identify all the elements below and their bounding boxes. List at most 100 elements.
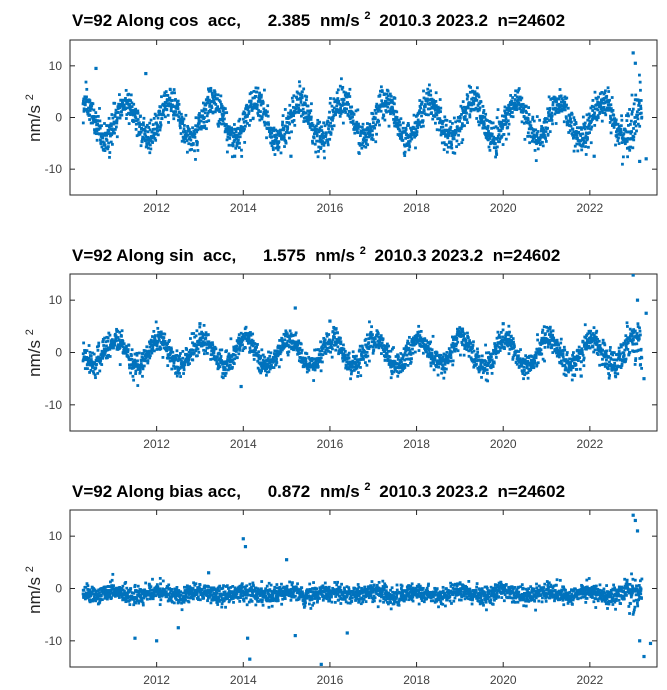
data-point xyxy=(205,120,209,123)
data-point xyxy=(191,341,194,345)
data-point xyxy=(232,362,236,366)
data-point xyxy=(237,146,241,150)
data-point xyxy=(465,106,468,109)
data-point xyxy=(349,362,353,366)
data-point xyxy=(359,134,362,138)
data-point xyxy=(107,125,111,129)
data-point xyxy=(357,363,361,367)
data-point xyxy=(451,130,455,133)
data-point xyxy=(503,342,507,345)
data-point xyxy=(427,91,431,94)
data-point xyxy=(634,124,638,128)
data-point xyxy=(150,351,154,355)
data-point xyxy=(342,347,346,351)
data-point xyxy=(213,90,217,94)
data-point xyxy=(91,364,95,368)
data-point xyxy=(448,352,452,355)
data-point xyxy=(206,351,209,355)
data-point xyxy=(392,364,396,367)
data-point xyxy=(88,118,91,121)
data-point xyxy=(445,128,449,132)
data-point xyxy=(434,353,438,357)
data-point xyxy=(571,133,575,137)
data-point xyxy=(325,334,329,338)
data-point xyxy=(384,103,388,107)
data-point xyxy=(554,122,558,125)
data-point xyxy=(114,111,118,115)
data-point xyxy=(559,109,562,113)
data-point xyxy=(356,131,360,135)
data-point xyxy=(289,334,293,338)
data-point xyxy=(325,138,329,142)
data-point xyxy=(316,122,320,125)
data-point xyxy=(373,116,377,120)
data-point xyxy=(339,112,343,115)
data-point xyxy=(451,335,454,339)
data-point xyxy=(194,124,198,128)
data-point xyxy=(486,364,490,367)
data-point xyxy=(120,110,123,114)
data-point xyxy=(187,357,191,360)
data-point xyxy=(140,140,144,144)
data-point xyxy=(573,118,577,122)
data-point xyxy=(430,106,434,110)
data-point xyxy=(365,333,369,337)
data-point xyxy=(210,104,213,108)
data-point xyxy=(399,370,403,374)
data-point xyxy=(250,109,254,112)
data-point xyxy=(249,99,253,103)
data-point xyxy=(133,358,137,362)
data-point xyxy=(615,358,619,362)
data-point xyxy=(566,368,570,372)
data-point xyxy=(114,108,118,112)
data-point xyxy=(526,118,530,121)
data-point xyxy=(569,361,572,364)
data-point xyxy=(401,357,405,361)
data-point xyxy=(295,340,298,344)
data-point xyxy=(594,116,598,120)
data-point xyxy=(222,117,226,121)
data-point xyxy=(471,343,475,347)
data-point xyxy=(83,367,87,370)
data-point xyxy=(592,350,596,354)
data-point xyxy=(417,349,421,352)
data-point xyxy=(91,592,95,596)
data-point xyxy=(608,374,612,377)
data-point xyxy=(462,353,466,357)
data-point xyxy=(441,119,445,123)
data-point xyxy=(297,339,301,343)
data-point xyxy=(341,103,345,107)
data-point xyxy=(514,360,518,364)
data-point xyxy=(519,105,523,109)
data-point xyxy=(102,344,106,347)
data-point xyxy=(571,353,574,357)
data-point xyxy=(417,338,421,342)
outlier-point xyxy=(144,71,148,76)
data-point xyxy=(585,131,588,135)
data-point xyxy=(201,340,205,344)
data-point xyxy=(484,378,488,382)
data-point xyxy=(438,128,441,132)
data-point xyxy=(374,140,378,144)
data-point xyxy=(533,149,537,152)
data-point xyxy=(297,106,300,110)
data-point xyxy=(465,97,469,101)
data-point xyxy=(270,144,274,148)
data-point xyxy=(157,336,161,340)
data-point xyxy=(113,341,117,344)
data-point xyxy=(530,131,534,135)
data-point xyxy=(481,114,484,118)
data-point xyxy=(625,338,629,342)
data-point xyxy=(174,98,177,101)
data-point xyxy=(443,128,447,132)
data-point xyxy=(371,117,375,121)
data-point xyxy=(171,105,175,108)
data-point xyxy=(275,349,279,353)
data-point xyxy=(218,121,222,125)
data-point xyxy=(507,352,511,356)
data-point xyxy=(249,333,253,337)
data-point xyxy=(582,126,585,130)
data-point xyxy=(464,338,468,342)
data-point xyxy=(563,359,566,363)
